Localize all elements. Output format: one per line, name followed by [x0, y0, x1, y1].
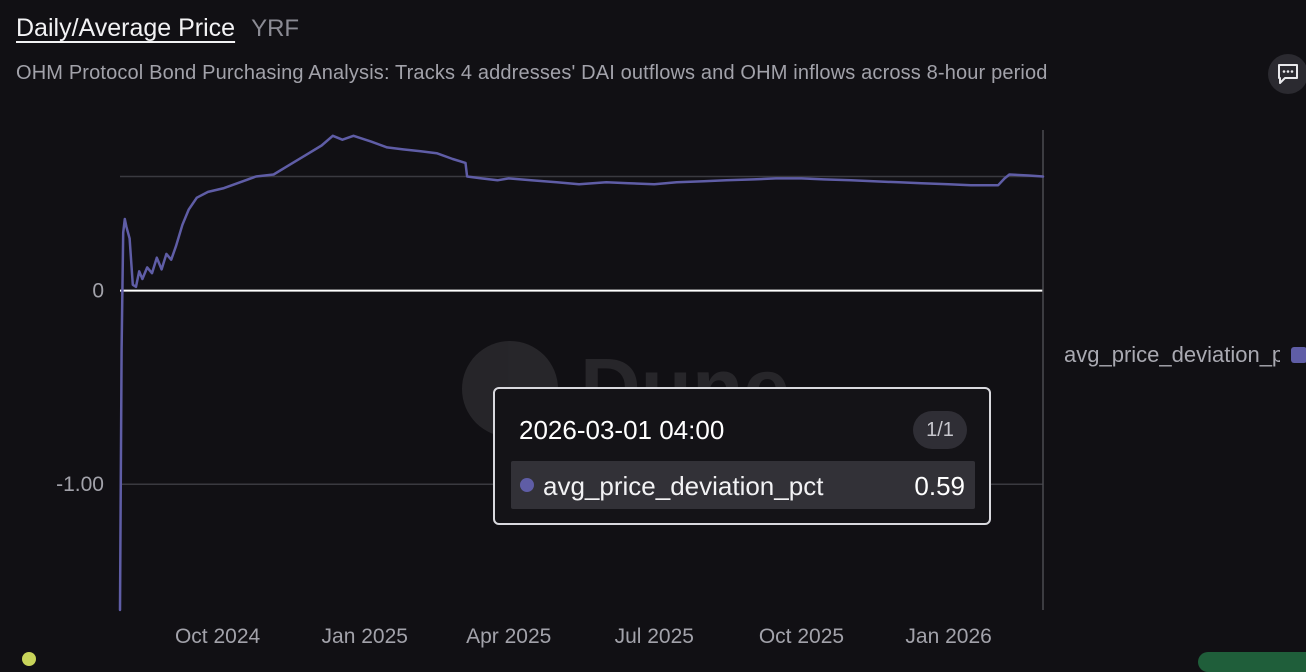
- legend-swatch: [1291, 347, 1306, 363]
- speech-bubble-icon: [1278, 64, 1298, 84]
- status-badge[interactable]: [1198, 652, 1306, 672]
- y-tick-label: -1.00: [56, 473, 104, 496]
- x-tick-label: Oct 2024: [175, 625, 261, 648]
- tooltip-series-name: avg_price_deviation_pct: [543, 471, 824, 501]
- tooltip-series-dot: [520, 478, 534, 492]
- y-tick-label: 0: [92, 280, 104, 303]
- x-tick-label: Oct 2025: [759, 625, 844, 648]
- comment-button[interactable]: [1268, 54, 1306, 94]
- hover-tooltip: 2026-03-01 04:00 1/1 avg_price_deviation…: [493, 387, 991, 525]
- series-line: [118, 134, 1045, 612]
- x-tick-label: Jan 2025: [322, 625, 408, 648]
- x-tick-label: Jan 2026: [905, 625, 991, 648]
- tooltip-count-badge: 1/1: [913, 411, 967, 449]
- legend-label: avg_price_deviation_pct: [1064, 342, 1280, 367]
- line-chart[interactable]: 0 -1.00 Oct 2024 Jan 2025 Apr 2025 Jul 2025 Oc…: [0, 100, 1306, 658]
- chart-subtitle: OHM Protocol Bond Purchasing Analysis: T…: [16, 62, 1048, 84]
- avatar[interactable]: [22, 652, 36, 666]
- legend[interactable]: avg_price_deviation_pct: [1064, 342, 1306, 368]
- x-tick-label: Apr 2025: [466, 625, 551, 648]
- tooltip-date: 2026-03-01 04:00: [519, 415, 725, 445]
- tooltip-value: 0.59: [914, 471, 965, 501]
- owner-name[interactable]: YRF: [251, 15, 300, 42]
- chart-title[interactable]: Daily/Average Price: [16, 14, 236, 42]
- x-tick-label: Jul 2025: [615, 625, 694, 648]
- tooltip-row: avg_price_deviation_pct 0.59: [511, 461, 975, 509]
